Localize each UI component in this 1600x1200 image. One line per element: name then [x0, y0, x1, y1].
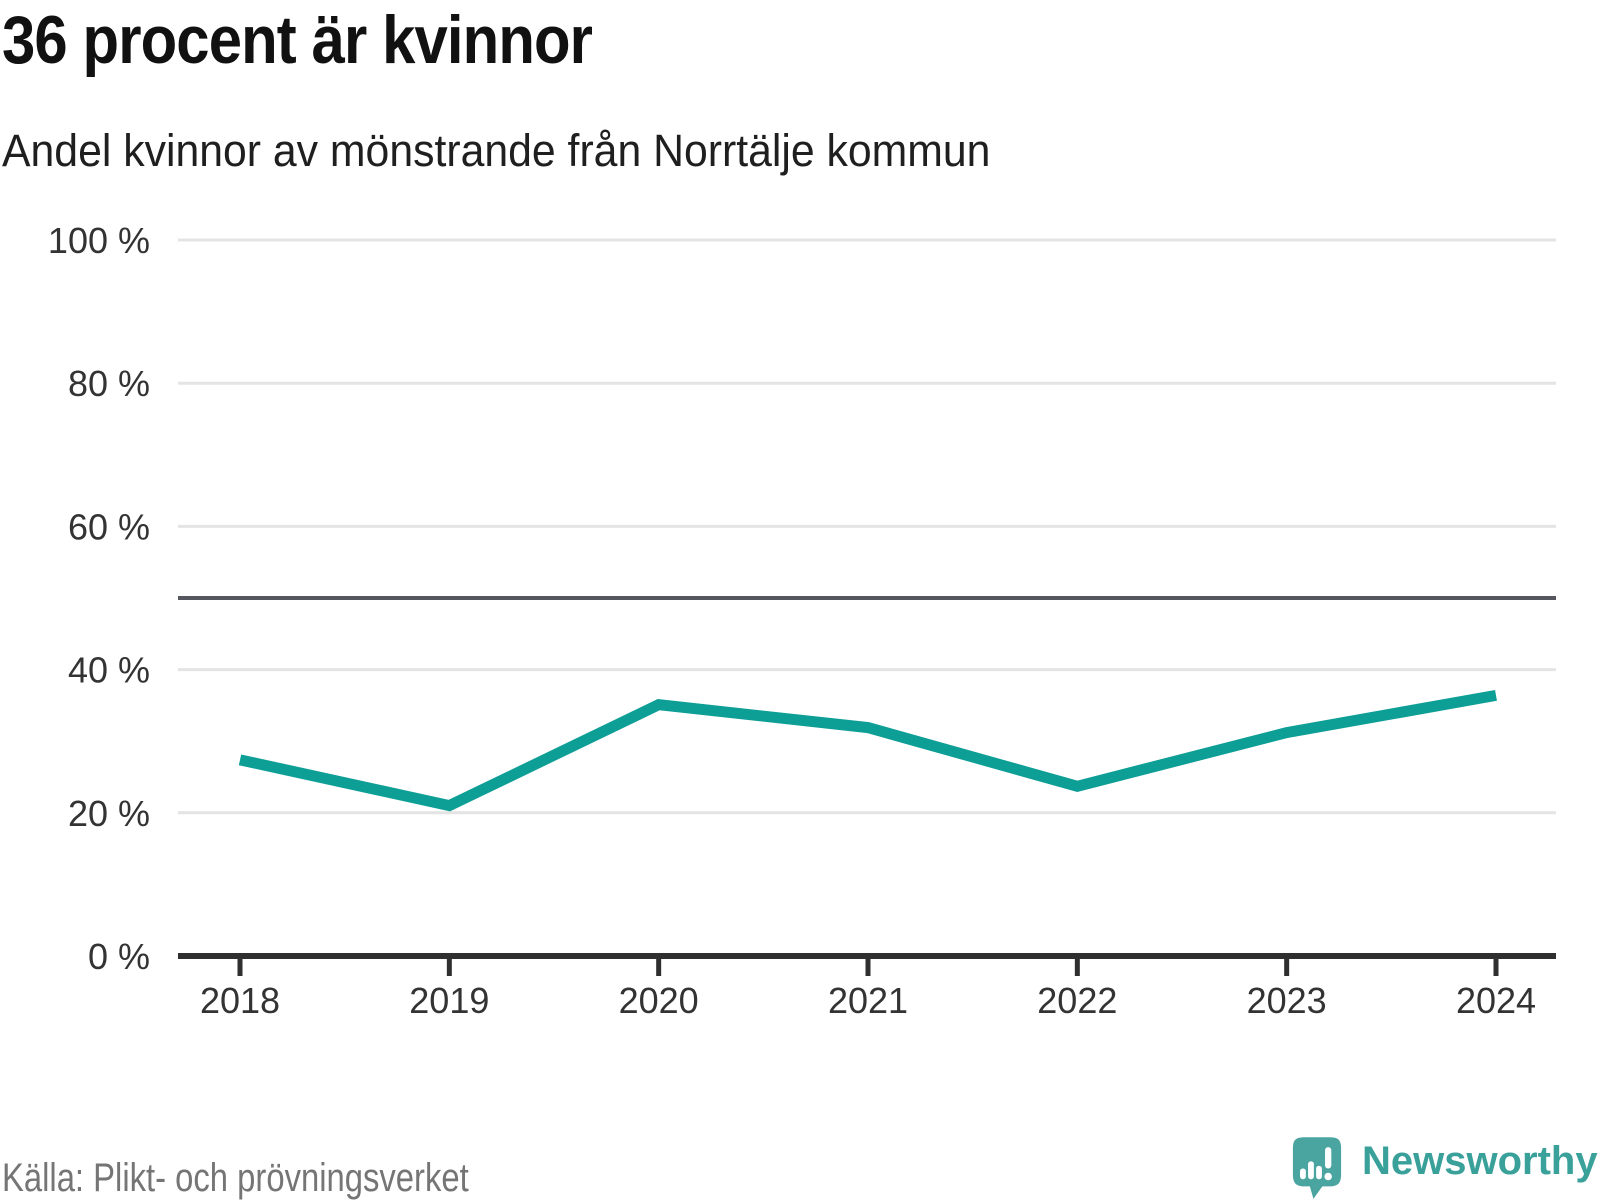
x-axis-tick-label: 2020: [619, 980, 699, 1021]
logo-exclamation-bar: [1325, 1147, 1332, 1169]
chart-subtitle: Andel kvinnor av mönstrande från Norrtäl…: [2, 125, 991, 176]
y-axis-tick-label: 0 %: [88, 936, 150, 977]
x-axis-tick-label: 2019: [409, 980, 489, 1021]
logo-exclamation-dot: [1324, 1172, 1332, 1181]
x-axis-tick-label: 2021: [828, 980, 908, 1021]
y-axis-tick-label: 100 %: [48, 220, 150, 261]
y-axis-tick-label: 80 %: [68, 363, 150, 404]
y-axis-tick-label: 60 %: [68, 506, 150, 547]
y-axis-tick-label: 40 %: [68, 650, 150, 691]
source-note: Källa: Plikt- och prövningsverket: [2, 1156, 469, 1200]
x-axis-tick-label: 2024: [1456, 980, 1536, 1021]
logo-bar-1: [1300, 1168, 1306, 1180]
newsworthy-logo-icon: [1292, 1137, 1342, 1199]
y-axis-tick-label: 20 %: [68, 793, 150, 834]
logo-bar-2: [1308, 1161, 1314, 1180]
x-axis-tick-label: 2018: [200, 980, 280, 1021]
logo-bar-3: [1316, 1165, 1322, 1180]
newsworthy-wordmark: Newsworthy: [1362, 1139, 1598, 1183]
x-axis-tick-label: 2023: [1247, 980, 1327, 1021]
chart-title: 36 procent är kvinnor: [2, 2, 593, 78]
data-line-andel-kvinnor-av-m-nstrande: [238, 689, 1497, 812]
x-axis-tick-label: 2022: [1037, 980, 1117, 1021]
